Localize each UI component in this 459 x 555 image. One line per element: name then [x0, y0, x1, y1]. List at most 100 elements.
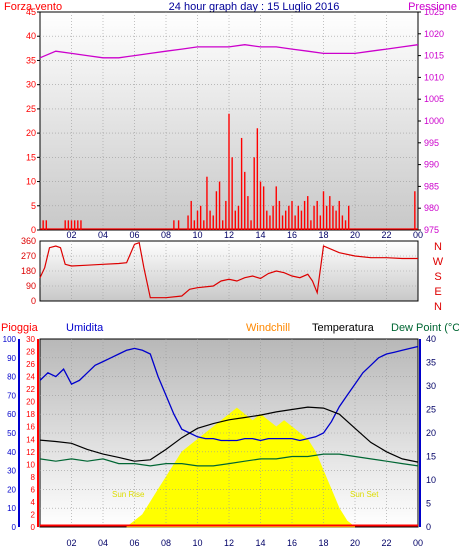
humidity-y-tick-label: 20: [7, 485, 16, 494]
wind-speed-bar: [310, 220, 312, 230]
pressure-y-tick-label: 985: [424, 181, 439, 191]
rain-y-tick-label: 18: [26, 410, 35, 419]
pressure-y-tick-label: 1020: [424, 29, 444, 39]
wind-speed-bar: [319, 215, 322, 230]
wind-speed-bar: [196, 210, 199, 230]
wind-y-tick-label: 45: [26, 7, 36, 17]
direction-y-tick-label: 360: [21, 236, 36, 246]
wind-speed-bar: [338, 200, 340, 230]
wind-speed-bar: [67, 220, 70, 230]
wind-speed-bar: [278, 200, 281, 230]
humidity-temperature-axes: 0102030405060708090100024681012141618202…: [3, 334, 436, 548]
legend-rain: Pioggia: [1, 322, 39, 334]
pressure-line: [39, 44, 419, 59]
x-tick-label: 20: [350, 538, 360, 548]
humidity-y-tick-label: 10: [7, 504, 16, 513]
x-tick-label: 22: [381, 538, 391, 548]
x-tick-label: 18: [318, 230, 328, 240]
graph-title: 24 hour graph day : 15 Luglio 2016: [169, 1, 340, 13]
temperature-y-tick-label: 5: [426, 499, 431, 509]
temperature-y-tick-label: 40: [426, 334, 436, 344]
humidity-temperature-series: [39, 345, 419, 527]
wind-speed-bar: [335, 210, 337, 230]
rain-y-tick-label: 30: [26, 335, 35, 344]
x-tick-label: 10: [192, 538, 202, 548]
humidity-y-tick-label: 80: [7, 373, 16, 382]
rain-y-tick-label: 28: [26, 348, 35, 357]
wind-speed-bar: [237, 205, 240, 230]
x-tick-label: 02: [66, 230, 76, 240]
wind-speed-bar: [240, 137, 243, 230]
wind-speed-bar: [199, 205, 202, 230]
wind-speed-bar: [414, 191, 416, 230]
wind-speed-bar: [307, 196, 309, 230]
wind-pressure-grid: [40, 12, 418, 230]
wind-speed-bar: [70, 220, 73, 230]
wind-speed-bar: [187, 215, 189, 230]
x-tick-label: 02: [66, 538, 76, 548]
wind-speed-bar: [190, 200, 192, 230]
x-tick-label: 16: [287, 538, 297, 548]
wind-speed-bar: [297, 205, 299, 230]
temperature-y-tick-label: 15: [426, 452, 436, 462]
wind-speed-bar: [73, 220, 76, 230]
wind-speed-bar: [222, 220, 224, 230]
x-tick-label: 14: [255, 230, 265, 240]
wind-speed-bar: [234, 210, 236, 230]
wind-speed-bar: [325, 205, 328, 230]
wind-speed-bar: [300, 210, 303, 230]
wind-speed-bars: [40, 113, 418, 230]
rain-y-tick-label: 22: [26, 385, 35, 394]
legend-temperature: Temperatura: [312, 322, 375, 334]
legend-windchill: Windchill: [246, 322, 290, 334]
wind-speed-bar: [228, 113, 230, 230]
wind-y-tick-label: 30: [26, 80, 36, 90]
wind-speed-bar: [218, 181, 221, 230]
wind-speed-bar: [269, 215, 271, 230]
compass-label: S: [434, 271, 441, 283]
x-tick-label: 08: [161, 538, 171, 548]
temperature-y-tick-label: 20: [426, 428, 436, 438]
wind-y-tick-label: 5: [31, 201, 36, 211]
temperature-line: [39, 406, 419, 463]
sunset-label: Sun Set: [350, 490, 379, 499]
wind-y-tick-label: 0: [31, 225, 36, 235]
pressure-y-tick-label: 1025: [424, 7, 444, 17]
wind-speed-bar: [250, 220, 252, 230]
wind-speed-bar: [209, 210, 211, 230]
rain-y-tick-label: 2: [31, 510, 36, 519]
wind-speed-label: Forza vento: [4, 1, 62, 13]
pressure-y-tick-label: 1005: [424, 94, 444, 104]
x-tick-label: 22: [381, 230, 391, 240]
rain-y-tick-label: 24: [26, 373, 35, 382]
wind-speed-bar: [206, 176, 208, 230]
x-tick-label: 06: [129, 230, 139, 240]
x-tick-label: 20: [350, 230, 360, 240]
direction-y-tick-label: 180: [21, 266, 36, 276]
wind-speed-bar: [291, 200, 293, 230]
wind-speed-bar: [281, 215, 284, 230]
x-tick-label: 18: [318, 538, 328, 548]
pressure-y-tick-label: 1000: [424, 116, 444, 126]
rain-y-tick-label: 4: [31, 498, 36, 507]
x-tick-label: 00: [413, 538, 423, 548]
wind-speed-bar: [203, 220, 205, 230]
rain-y-tick-label: 6: [31, 485, 36, 494]
wind-speed-bar: [272, 205, 274, 230]
wind-speed-bar: [212, 215, 214, 230]
wind-y-tick-label: 15: [26, 152, 36, 162]
wind-speed-bar: [316, 200, 318, 230]
wind-direction-line: [39, 241, 418, 299]
wind-y-tick-label: 40: [26, 31, 36, 41]
pressure-y-tick-label: 1015: [424, 51, 444, 61]
dewpoint-line: [39, 453, 419, 467]
humidity-y-tick-label: 40: [7, 448, 16, 457]
wind-speed-bar: [225, 200, 227, 230]
x-tick-label: 16: [287, 230, 297, 240]
wind-speed-bar: [215, 191, 218, 230]
wind-speed-bar: [285, 210, 287, 230]
humidity-y-tick-label: 70: [7, 391, 16, 400]
